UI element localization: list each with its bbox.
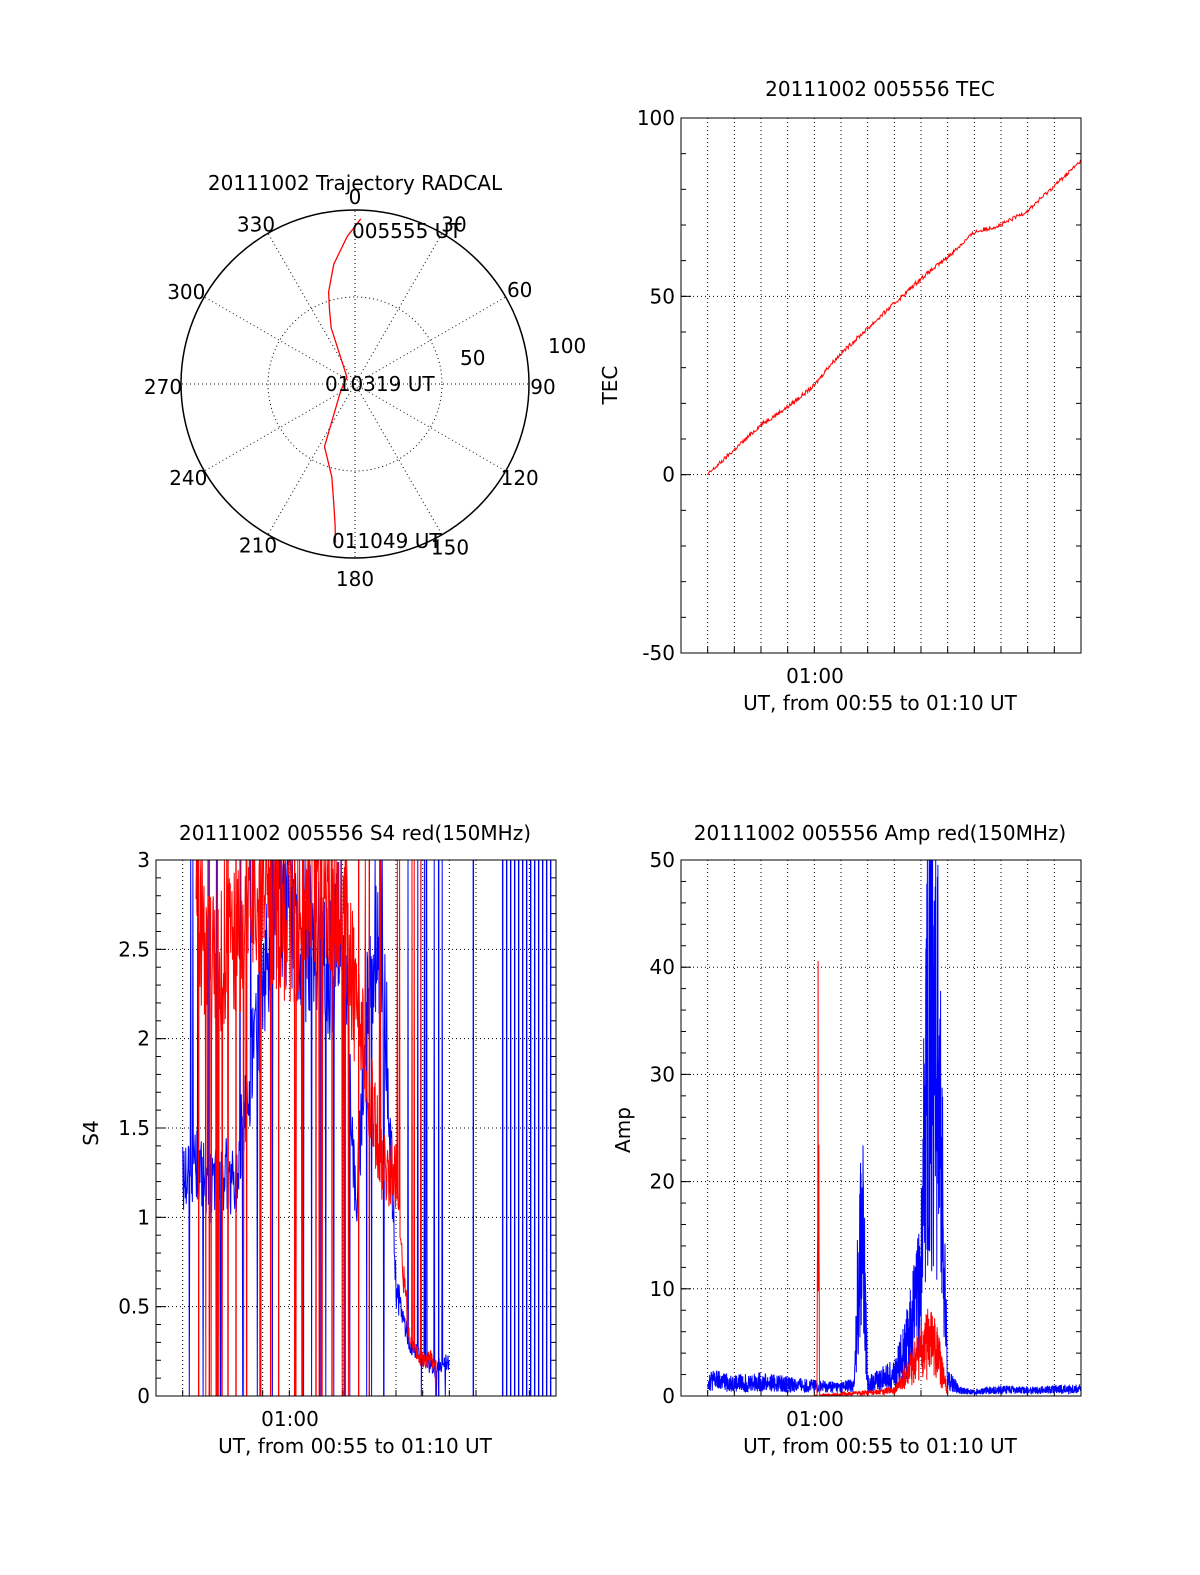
amp-y-ticks: 0 10 20 30 40 50 bbox=[650, 848, 1081, 1408]
polar-annotation-mid: 010319 UT bbox=[325, 372, 435, 396]
y-tick-label: 0.5 bbox=[118, 1295, 150, 1319]
polar-angle-label: 150 bbox=[431, 536, 469, 560]
amp-series-group bbox=[707, 860, 1081, 1396]
y-tick-label: 1.5 bbox=[118, 1116, 150, 1140]
y-tick-label: 40 bbox=[650, 955, 675, 979]
polar-angle-label: 0 bbox=[349, 185, 362, 209]
tec-series bbox=[707, 159, 1081, 476]
tec-chart: 20111002 005556 TEC -50 0 50 100 01:00 UT, … bbox=[598, 77, 1082, 715]
s4-ylabel: S4 bbox=[79, 1120, 103, 1145]
tec-plot-frame bbox=[680, 117, 1082, 654]
tec-title: 20111002 005556 TEC bbox=[765, 77, 995, 101]
amp-ylabel: Amp bbox=[611, 1107, 635, 1153]
polar-chart: 20111002 Trajectory RADCAL 0 30 60 90 120 150… bbox=[144, 171, 586, 591]
polar-inner-circle bbox=[267, 296, 443, 472]
polar-trajectory-line bbox=[323, 218, 362, 543]
tec-y-ticks: -50 0 50 100 bbox=[637, 106, 1081, 665]
y-tick-label: 3 bbox=[137, 848, 150, 872]
s4-series bbox=[182, 860, 552, 1396]
polar-spoke bbox=[354, 383, 506, 472]
y-tick-label: 10 bbox=[650, 1277, 675, 1301]
polar-angle-label: 270 bbox=[144, 375, 182, 399]
polar-angle-label: 210 bbox=[239, 534, 277, 558]
amp-series bbox=[707, 860, 1081, 1396]
polar-angle-label: 300 bbox=[167, 280, 205, 304]
s4-chart: 20111002 005556 S4 red(150MHz) 0 0.5 1 1.5 2… bbox=[79, 821, 557, 1458]
amp-line-blue bbox=[707, 860, 1081, 1396]
tec-ylabel: TEC bbox=[598, 366, 622, 406]
polar-radius-label-50: 50 bbox=[460, 346, 485, 370]
polar-angle-label: 60 bbox=[507, 278, 532, 302]
y-tick-label: 2 bbox=[137, 1027, 150, 1051]
polar-angle-label: 30 bbox=[441, 212, 466, 236]
y-tick-label: -50 bbox=[642, 641, 675, 665]
polar-outer-circle bbox=[180, 209, 530, 559]
polar-angle-labels: 0 30 60 90 120 150 180 210 240 270 300 330 bbox=[144, 185, 556, 591]
y-tick-label: 1 bbox=[137, 1205, 150, 1229]
s4-title: 20111002 005556 S4 red(150MHz) bbox=[179, 821, 531, 845]
tec-xlabel: UT, from 00:55 to 01:10 UT bbox=[743, 691, 1018, 715]
y-tick-label: 100 bbox=[637, 106, 675, 130]
polar-title: 20111002 Trajectory RADCAL bbox=[208, 171, 503, 195]
amp-grid bbox=[681, 860, 1081, 1396]
polar-angle-label: 180 bbox=[336, 567, 374, 591]
y-tick-label: 50 bbox=[650, 848, 675, 872]
polar-annotation-start: 005555 UT bbox=[352, 219, 462, 243]
y-tick-label: 0 bbox=[137, 1384, 150, 1408]
amp-xlabel: UT, from 00:55 to 01:10 UT bbox=[743, 1434, 1018, 1458]
polar-annotation-end: 011049 UT bbox=[332, 529, 442, 553]
s4-series-group bbox=[182, 860, 552, 1396]
polar-angle-label: 240 bbox=[169, 466, 207, 490]
polar-spoke bbox=[354, 296, 506, 385]
polar-angle-label: 120 bbox=[501, 466, 539, 490]
polar-spoke bbox=[354, 233, 443, 385]
tec-series-group bbox=[707, 159, 1081, 476]
s4-y-ticks: 0 0.5 1 1.5 2 2.5 3 bbox=[118, 848, 556, 1408]
polar-track bbox=[323, 218, 362, 543]
polar-spoke bbox=[204, 383, 356, 472]
polar-spoke bbox=[267, 383, 356, 535]
polar-angle-label: 90 bbox=[530, 375, 555, 399]
amp-line-red bbox=[813, 960, 949, 1396]
tec-xtick-label: 01:00 bbox=[786, 664, 844, 688]
y-tick-label: 2.5 bbox=[118, 937, 150, 961]
y-tick-label: 0 bbox=[662, 1384, 675, 1408]
y-tick-label: 20 bbox=[650, 1170, 675, 1194]
polar-radius-label-100: 100 bbox=[548, 334, 586, 358]
y-tick-label: 50 bbox=[650, 284, 675, 308]
tec-grid bbox=[681, 118, 1081, 653]
y-tick-label: 30 bbox=[650, 1062, 675, 1086]
amp-xtick-label: 01:00 bbox=[786, 1407, 844, 1431]
y-tick-label: 0 bbox=[662, 463, 675, 487]
amp-title: 20111002 005556 Amp red(150MHz) bbox=[694, 821, 1066, 845]
polar-spoke bbox=[204, 296, 356, 385]
amp-plot-frame bbox=[680, 859, 1082, 1397]
s4-xtick-label: 01:00 bbox=[261, 1407, 319, 1431]
s4-xlabel: UT, from 00:55 to 01:10 UT bbox=[218, 1434, 493, 1458]
polar-angle-label: 330 bbox=[237, 212, 275, 236]
amp-chart: 20111002 005556 Amp red(150MHz) 0 10 20 30 4… bbox=[611, 821, 1082, 1458]
polar-spoke bbox=[354, 383, 443, 535]
tec-line-red bbox=[707, 159, 1081, 476]
